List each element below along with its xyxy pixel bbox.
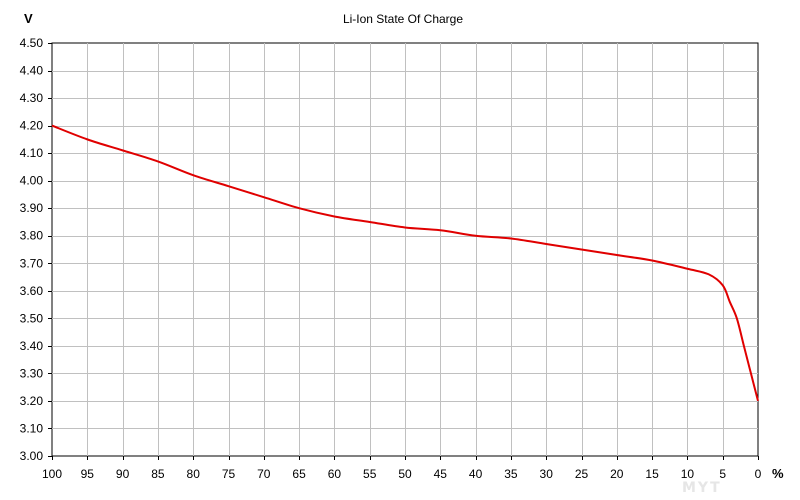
x-tick-label: 5 [719,467,726,481]
x-tick-label: 95 [81,467,95,481]
x-axis-unit: % [772,466,784,481]
series-line [51,124,759,402]
x-tick-label: 25 [575,467,589,481]
y-tick-label: 4.20 [20,119,44,133]
x-tick-label: 65 [292,467,306,481]
y-tick-label: 3.80 [20,229,44,243]
x-tick-label: 30 [540,467,554,481]
x-tick-label: 45 [434,467,448,481]
x-tick-label: 75 [222,467,236,481]
x-tick-label: 35 [504,467,518,481]
y-tick-label: 3.20 [20,394,44,408]
axis-ticks: 100 95 90 85 80 75 70 65 60 55 50 45 40 35 30 25 20 15 10 5… [20,36,762,481]
watermark: MYT [682,480,722,496]
x-tick-label: 15 [645,467,659,481]
x-tick-label: 40 [469,467,483,481]
series-layer [51,124,759,402]
x-tick-label: 50 [398,467,412,481]
y-tick-label: 3.10 [20,421,44,435]
y-tick-label: 3.70 [20,256,44,270]
x-tick-label: 60 [328,467,342,481]
y-tick-label: 4.50 [20,36,44,50]
y-tick-label: 3.00 [20,449,44,463]
x-tick-label: 80 [187,467,201,481]
x-tick-label: 55 [363,467,377,481]
y-tick-label: 4.00 [20,174,44,188]
x-tick-label: 70 [257,467,271,481]
y-tick-label: 4.30 [20,91,44,105]
x-tick-label: 85 [151,467,165,481]
x-tick-label: 20 [610,467,624,481]
y-tick-label: 3.30 [20,366,44,380]
y-axis-unit: V [24,11,33,26]
y-tick-label: 3.60 [20,284,44,298]
x-tick-label: 0 [755,467,762,481]
y-tick-label: 4.40 [20,64,44,78]
y-tick-label: 3.50 [20,311,44,325]
y-tick-label: 3.40 [20,339,44,353]
x-tick-label: 90 [116,467,130,481]
x-tick-label: 10 [681,467,695,481]
y-tick-label: 4.10 [20,146,44,160]
chart-title: Li-Ion State Of Charge [343,12,463,26]
grid [52,43,758,456]
y-tick-label: 3.90 [20,201,44,215]
x-tick-label: 100 [42,467,62,481]
